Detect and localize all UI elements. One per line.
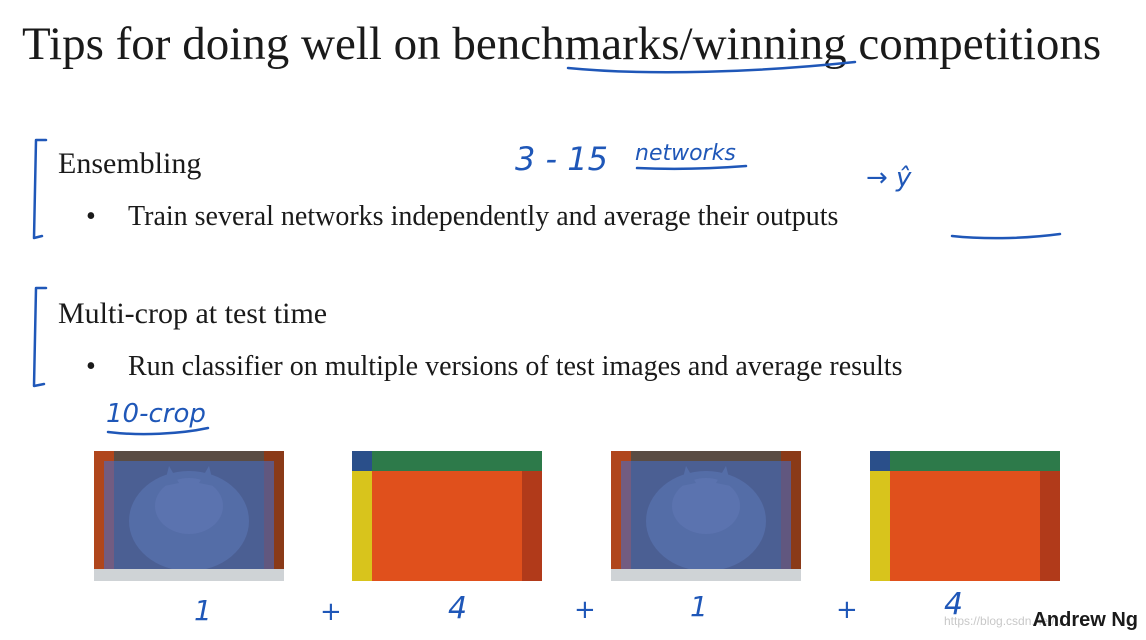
handwritten-yhat: → ŷ <box>866 163 912 193</box>
bullet-multicrop: • Run classifier on multiple versions of … <box>86 350 902 384</box>
bullet-ensembling: • Train several networks independently an… <box>86 200 838 234</box>
bullet-text: Train several networks independently and… <box>128 201 839 232</box>
crop-count-1: 1 <box>194 594 212 627</box>
underline-networks <box>635 164 748 171</box>
bullet-text: Run classifier on multiple versions of t… <box>128 351 903 382</box>
watermark: https://blog.csdn.net/... <box>944 614 1065 628</box>
crop-count-2: 4 <box>448 591 467 626</box>
slide-title: Tips for doing well on benchmarks/winnin… <box>22 18 1102 70</box>
handwritten-10crop: 10-crop <box>106 399 206 429</box>
plus-2: + <box>574 595 596 625</box>
crop-image-center <box>94 451 284 581</box>
author-credit: Andrew Ng <box>1032 609 1138 631</box>
crop-image-center-mirrored <box>611 451 801 581</box>
bracket-ensembling <box>32 138 48 240</box>
crop-image-corners-mirrored <box>870 451 1060 581</box>
bullet-dot: • <box>86 351 96 382</box>
plus-1: + <box>320 597 342 627</box>
handwritten-range: 3 - 15 <box>515 140 608 178</box>
bracket-multicrop <box>32 286 48 388</box>
crop-count-3: 1 <box>690 590 708 623</box>
handwritten-networks: networks <box>635 141 736 166</box>
section-heading-multicrop: Multi-crop at test time <box>58 297 328 330</box>
plus-3: + <box>836 595 858 625</box>
bullet-dot: • <box>86 201 96 232</box>
section-heading-ensembling: Ensembling <box>58 147 202 180</box>
crop-image-corners <box>352 451 542 581</box>
underline-10crop <box>106 426 210 436</box>
underline-outputs <box>950 232 1062 240</box>
